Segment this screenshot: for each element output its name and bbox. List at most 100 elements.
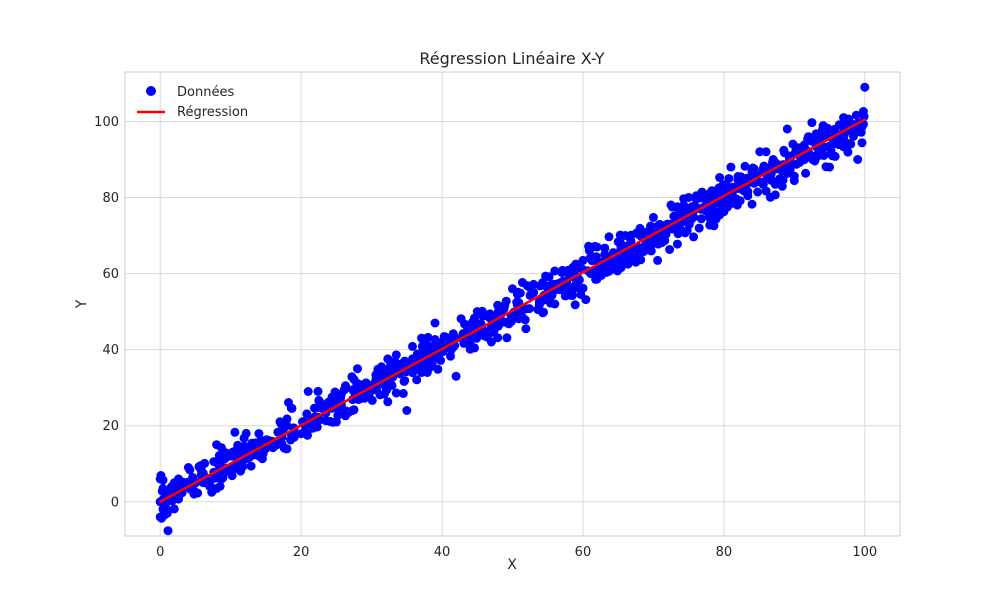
- data-point: [753, 187, 763, 197]
- data-point: [325, 416, 335, 426]
- data-point: [353, 395, 363, 404]
- data-point: [226, 451, 236, 461]
- y-axis-label: Y: [74, 299, 90, 309]
- data-point: [336, 389, 346, 399]
- data-point: [501, 296, 511, 306]
- data-point: [486, 337, 496, 347]
- data-point: [422, 362, 432, 372]
- data-point: [747, 199, 757, 209]
- data-point: [578, 255, 588, 265]
- data-point: [412, 375, 422, 385]
- data-point: [584, 241, 594, 251]
- data-point: [433, 364, 443, 374]
- data-point: [803, 132, 813, 142]
- x-axis-label: X: [507, 557, 517, 573]
- data-point: [221, 467, 231, 477]
- data-point: [189, 489, 199, 499]
- data-point: [607, 264, 617, 274]
- x-tick-labels: 0 20 40 60 80 100: [156, 545, 877, 560]
- data-point: [856, 127, 866, 137]
- data-point: [430, 318, 440, 328]
- data-point: [775, 174, 784, 184]
- data-point: [726, 162, 736, 172]
- data-point: [448, 329, 458, 339]
- data-point: [567, 291, 577, 300]
- data-point: [229, 463, 238, 473]
- data-point: [281, 444, 291, 454]
- data-point: [585, 253, 595, 263]
- data-point: [230, 427, 240, 437]
- data-point: [550, 299, 560, 309]
- data-point: [689, 232, 699, 242]
- x-tick-label: 100: [852, 545, 877, 560]
- data-point: [178, 477, 188, 487]
- data-point: [657, 238, 667, 248]
- data-point: [344, 407, 354, 417]
- data-point: [529, 279, 539, 289]
- data-point: [851, 110, 861, 120]
- data-point: [169, 504, 179, 514]
- data-point: [858, 107, 868, 116]
- x-tick-label: 40: [434, 545, 451, 560]
- data-point: [349, 374, 359, 384]
- data-point: [275, 417, 285, 427]
- data-point: [684, 193, 694, 202]
- data-point: [163, 526, 173, 536]
- data-point: [720, 181, 730, 191]
- data-point: [755, 147, 765, 157]
- data-point: [183, 463, 193, 472]
- data-point: [696, 193, 706, 203]
- data-point: [367, 395, 377, 405]
- data-point: [162, 508, 172, 518]
- data-point: [303, 430, 312, 440]
- data-point: [777, 181, 787, 191]
- data-point: [592, 242, 602, 252]
- data-point: [834, 140, 844, 150]
- data-point: [311, 419, 321, 429]
- data-point: [676, 203, 686, 213]
- data-point: [256, 449, 266, 459]
- data-point: [391, 362, 401, 372]
- data-point: [508, 284, 517, 294]
- data-point: [400, 376, 410, 386]
- y-tick-label: 100: [94, 115, 119, 130]
- data-point: [560, 291, 570, 301]
- data-point: [672, 239, 682, 249]
- data-point: [615, 238, 625, 247]
- data-point: [502, 333, 512, 343]
- data-point: [534, 300, 544, 310]
- data-point: [706, 214, 715, 224]
- data-point: [408, 341, 417, 351]
- data-point: [740, 161, 750, 171]
- data-point: [717, 199, 727, 209]
- data-point: [604, 232, 614, 242]
- data-point: [673, 229, 683, 239]
- regression-line: [158, 118, 867, 504]
- data-point: [822, 123, 832, 133]
- y-tick-label: 20: [102, 419, 119, 434]
- y-tick-labels: 0 20 40 60 80 100: [94, 115, 119, 510]
- legend-label-donnees: Données: [177, 85, 234, 100]
- data-point: [423, 332, 433, 342]
- data-point: [155, 474, 165, 484]
- data-point: [521, 304, 531, 314]
- data-point: [782, 124, 792, 134]
- regression-line-group: [158, 118, 867, 504]
- data-point: [576, 289, 586, 299]
- data-point: [460, 319, 470, 329]
- data-point: [465, 344, 475, 354]
- data-point: [212, 440, 222, 450]
- data-point: [655, 219, 665, 229]
- data-point: [155, 512, 165, 522]
- legend-marker-donnees: [146, 86, 156, 96]
- data-point: [371, 370, 381, 380]
- data-point: [236, 466, 245, 476]
- data-point: [215, 481, 225, 491]
- data-point: [762, 173, 772, 183]
- y-tick-label: 40: [102, 343, 119, 358]
- plot-frame: [124, 71, 901, 537]
- data-point: [706, 193, 716, 203]
- data-point: [544, 272, 554, 282]
